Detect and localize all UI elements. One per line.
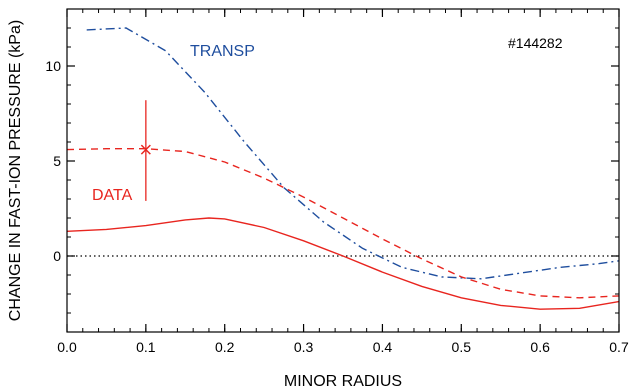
ticks-layer: 0.0 0.1 0.2 0.3 0.4 0.5 0.6 0.7 0 5 10 [45,8,629,355]
marks-layer [140,100,151,201]
x-axis-title: MINOR RADIUS [284,373,402,390]
y-tick-label: 5 [53,153,61,169]
y-axis-title: CHANGE IN FAST-ION PRESSURE (kPa) [7,20,24,321]
series-layer [67,27,619,310]
series-line-2 [67,217,619,310]
x-tick-label: 0.4 [373,339,393,355]
x-tick-label: 0.6 [530,339,550,355]
x-tick-label: 0.3 [294,339,314,355]
x-tick-label: 0.7 [609,339,629,355]
series-line-1 [67,148,619,299]
transp-annotation: TRANSP [190,43,255,60]
data-annotation: DATA [92,187,133,204]
y-tick-label: 0 [53,248,61,264]
shot-number-annotation: #144282 [508,35,563,51]
series-line-0 [86,27,619,280]
x-tick-label: 0.0 [57,339,77,355]
data-point-marker [140,144,151,155]
y-tick-label: 10 [45,58,61,74]
x-tick-label: 0.1 [136,339,156,355]
plot-frame [66,8,620,333]
x-tick-label: 0.2 [215,339,235,355]
x-tick-label: 0.5 [452,339,472,355]
